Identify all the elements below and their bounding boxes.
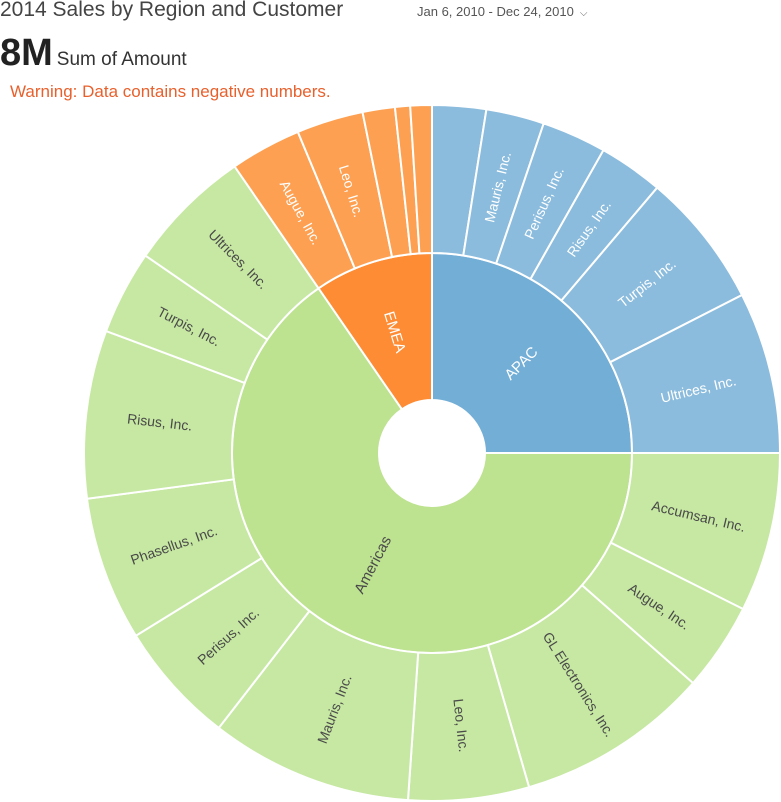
kpi-summary: 8M Sum of Amount (0, 32, 187, 75)
center-hole (380, 401, 484, 505)
chart-title: 2014 Sales by Region and Customer (0, 0, 344, 21)
date-range-picker[interactable]: Jan 6, 2010 - Dec 24, 2010 ⌵ (417, 4, 587, 19)
kpi-value: 8M (0, 32, 53, 74)
customer-label-americas-3: Leo, Inc. (450, 698, 472, 753)
chevron-down-icon: ⌵ (579, 8, 588, 19)
negative-data-warning: Warning: Data contains negative numbers. (10, 82, 331, 101)
customer-label-americas-7: Risus, Inc. (126, 410, 193, 433)
customer-segment-emea-4[interactable] (409, 103, 433, 255)
date-range-text: Jan 6, 2010 - Dec 24, 2010 (417, 4, 574, 19)
kpi-label: Sum of Amount (56, 49, 187, 70)
